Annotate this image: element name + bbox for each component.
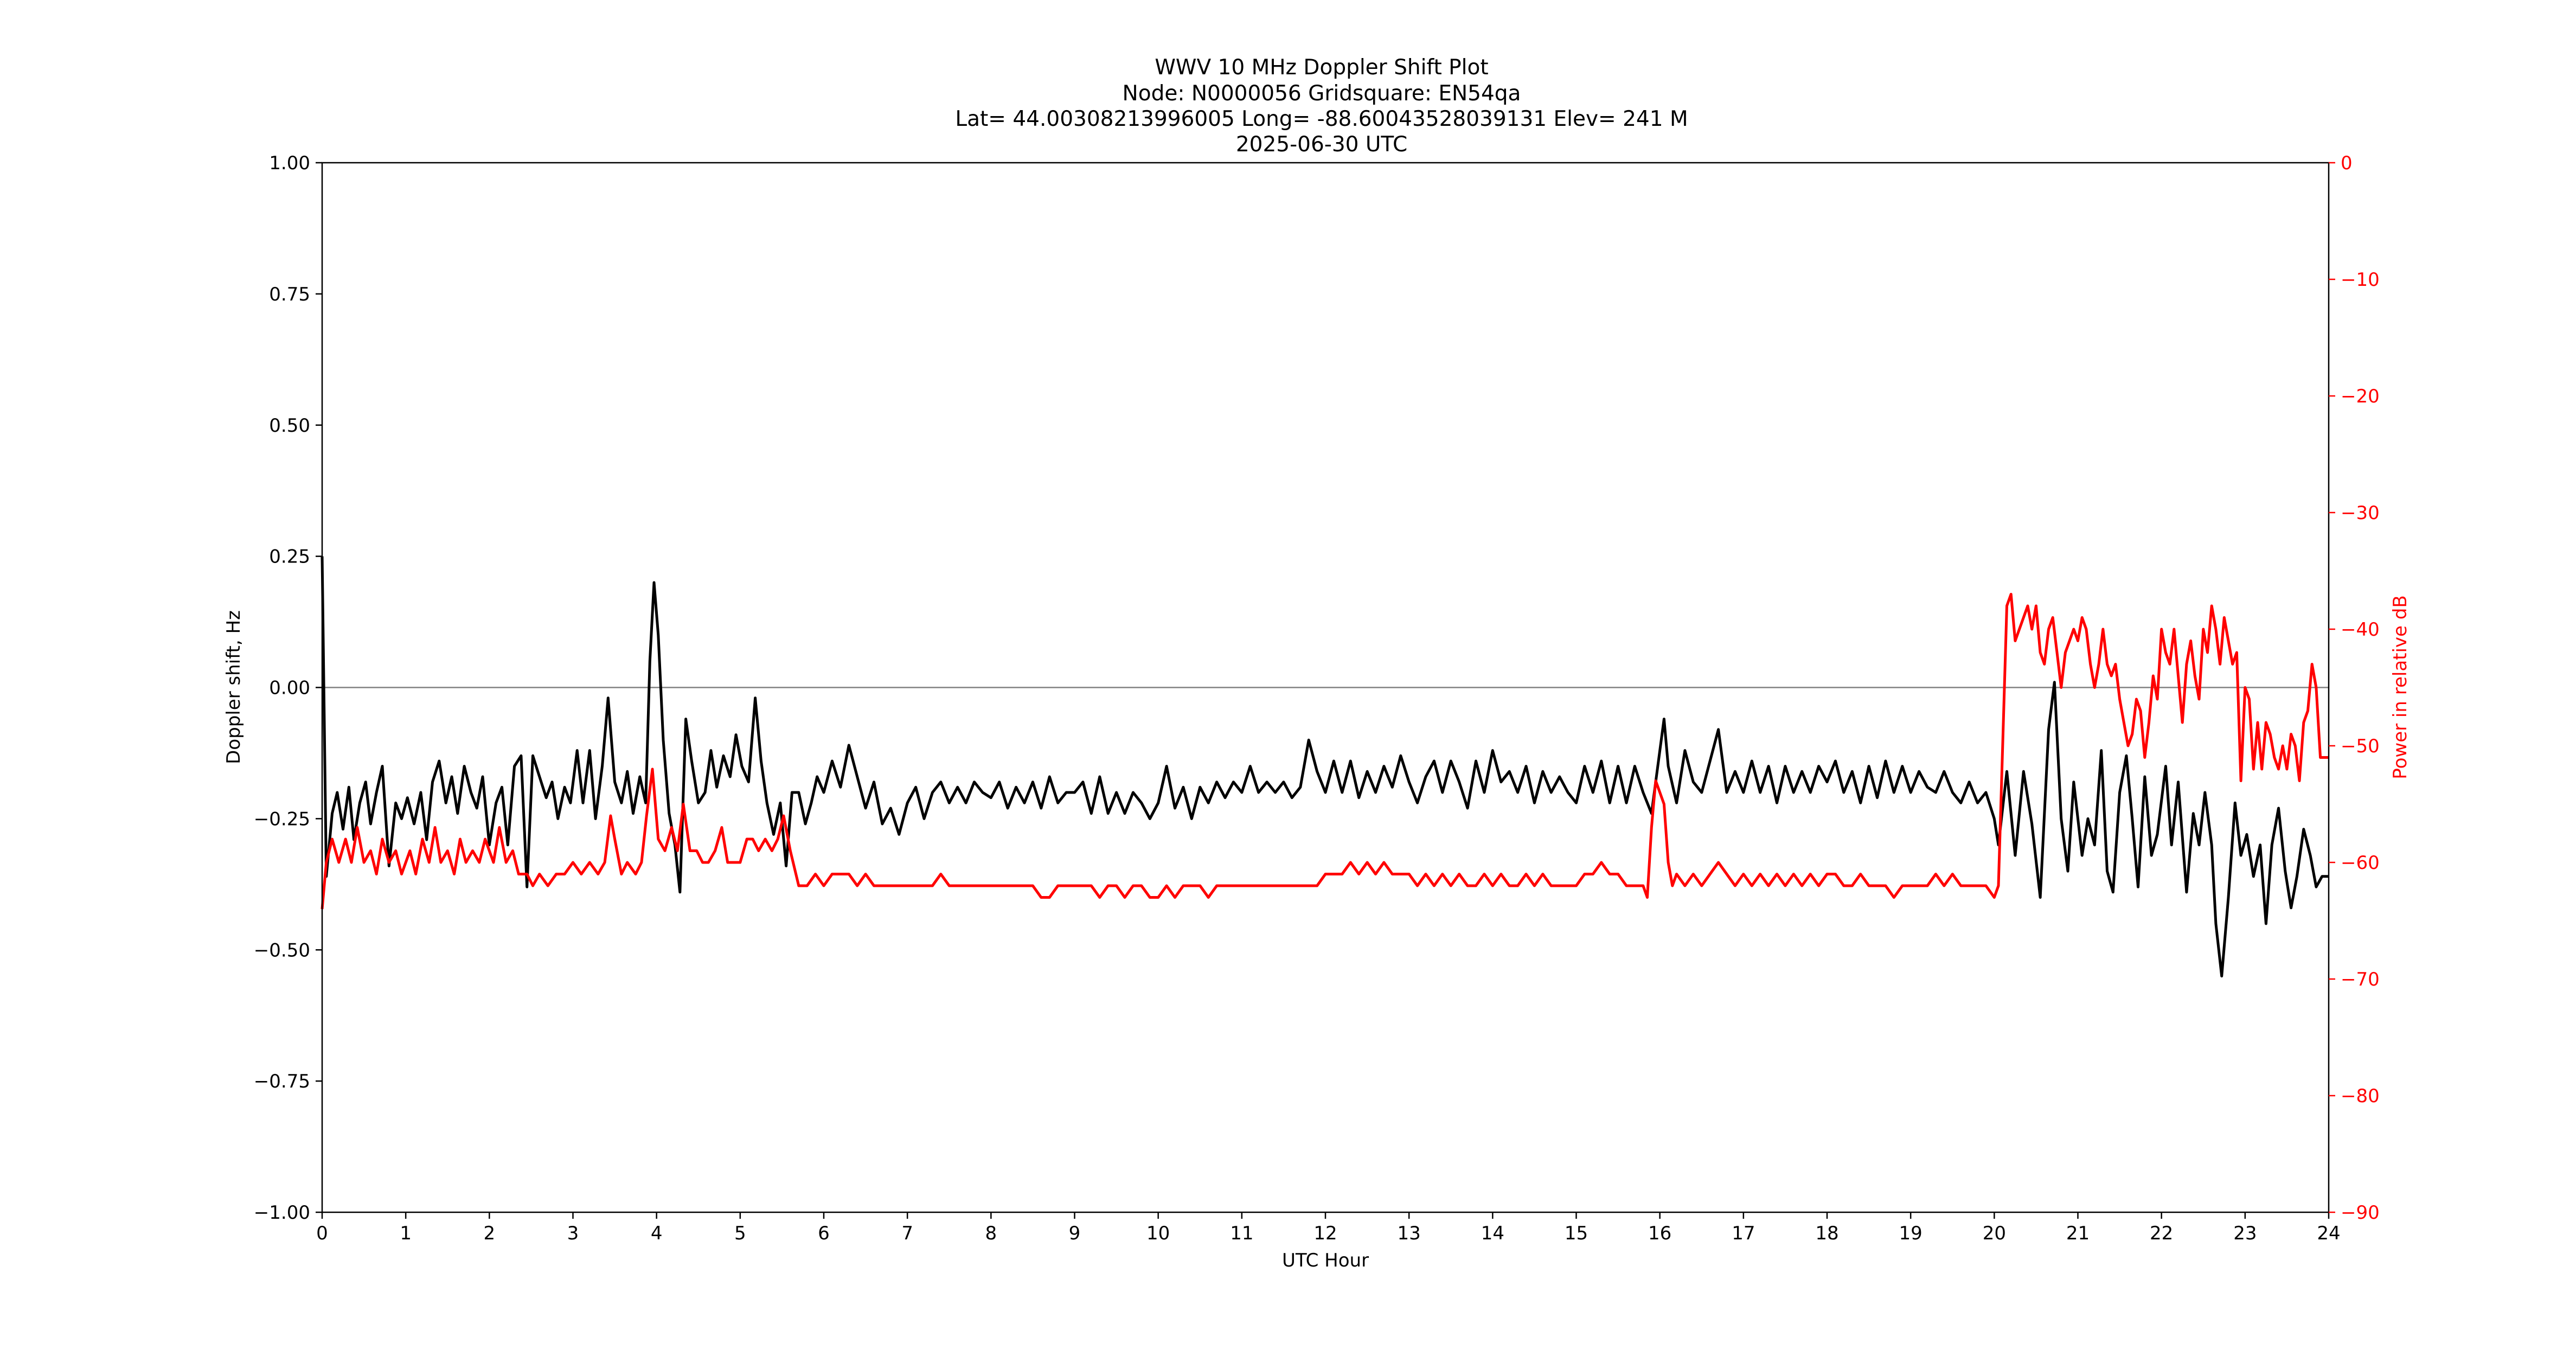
power-series-line (321, 593, 2329, 910)
x-tick-label: 12 (1313, 1223, 1337, 1244)
x-tick-label: 18 (1815, 1223, 1838, 1244)
title-line-4: 2025-06-30 UTC (1236, 132, 1407, 157)
x-tick-label: 1 (400, 1223, 412, 1244)
y-right-tick-label: −20 (2341, 386, 2380, 407)
x-tick-label: 11 (1230, 1223, 1253, 1244)
x-tick-label: 22 (2150, 1223, 2173, 1244)
y-axis-left-label: Doppler shift, Hz (223, 610, 245, 764)
y-left-tick-label: −0.50 (254, 939, 310, 961)
y-axis-right-label: Power in relative dB (2389, 595, 2411, 779)
y-right-tick-label: −80 (2341, 1085, 2380, 1107)
x-tick-label: 15 (1565, 1223, 1588, 1244)
x-tick-label: 5 (734, 1223, 746, 1244)
series-layer (321, 556, 2329, 978)
x-tick-label: 3 (567, 1223, 579, 1244)
y-axis-right-ticks: 0 −10 −20 −30 −40 −50 −60 −70 −80 −90 (2329, 152, 2380, 1224)
y-right-tick-label: 0 (2341, 152, 2353, 174)
y-right-tick-label: −50 (2341, 735, 2380, 757)
x-tick-label: 23 (2233, 1223, 2257, 1244)
y-right-tick-label: −90 (2341, 1202, 2380, 1224)
x-tick-label: 4 (651, 1223, 663, 1244)
chart-title: WWV 10 MHz Doppler Shift Plot Node: N000… (955, 55, 1688, 157)
y-right-tick-label: −60 (2341, 852, 2380, 874)
x-tick-label: 21 (2066, 1223, 2090, 1244)
x-tick-label: 7 (901, 1223, 913, 1244)
x-axis-ticks: 0 1 2 3 4 5 6 7 8 9 10 11 12 13 14 15 16 17 18 19 20 21 22 23 24 (316, 1212, 2341, 1244)
x-tick-label: 9 (1069, 1223, 1081, 1244)
x-tick-label: 13 (1398, 1223, 1421, 1244)
y-left-tick-label: 1.00 (269, 152, 310, 174)
doppler-series-line (321, 556, 2329, 978)
x-tick-label: 0 (316, 1223, 328, 1244)
y-left-tick-label: 0.25 (269, 546, 310, 568)
y-right-tick-label: −40 (2341, 619, 2380, 641)
x-tick-label: 2 (484, 1223, 496, 1244)
x-tick-label: 17 (1732, 1223, 1755, 1244)
x-tick-label: 16 (1648, 1223, 1671, 1244)
y-axis-left-ticks: 1.00 0.75 0.50 0.25 0.00 −0.25 −0.50 −0.75 −1.00 (254, 152, 322, 1224)
x-tick-label: 6 (818, 1223, 830, 1244)
y-right-tick-label: −30 (2341, 502, 2380, 524)
x-tick-label: 10 (1146, 1223, 1170, 1244)
y-left-tick-label: 0.75 (269, 284, 310, 305)
x-tick-label: 20 (1983, 1223, 2006, 1244)
x-axis-label: UTC Hour (1282, 1250, 1369, 1271)
y-left-tick-label: −0.75 (254, 1071, 310, 1092)
x-tick-label: 24 (2317, 1223, 2340, 1244)
x-tick-label: 8 (985, 1223, 997, 1244)
title-line-3: Lat= 44.00308213996005 Long= -88.6004352… (955, 107, 1688, 131)
x-tick-label: 14 (1481, 1223, 1504, 1244)
y-right-tick-label: −10 (2341, 269, 2380, 291)
title-line-1: WWV 10 MHz Doppler Shift Plot (1155, 55, 1488, 80)
y-left-tick-label: −0.25 (254, 808, 310, 830)
y-left-tick-label: 0.00 (269, 677, 310, 699)
x-tick-label: 19 (1899, 1223, 1923, 1244)
y-left-tick-label: −1.00 (254, 1202, 310, 1224)
y-left-tick-label: 0.50 (269, 415, 310, 437)
title-line-2: Node: N0000056 Gridsquare: EN54qa (1123, 81, 1521, 106)
y-right-tick-label: −70 (2341, 969, 2380, 990)
